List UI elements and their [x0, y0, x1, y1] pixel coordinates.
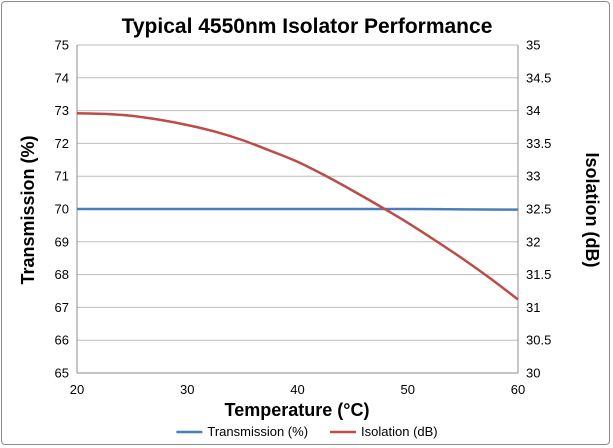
legend-label-transmission: Transmission (%)	[207, 424, 308, 439]
x-tick-label: 40	[290, 382, 304, 397]
y-left-tick-label: 66	[55, 333, 69, 348]
y-left-tick-label: 75	[55, 38, 69, 53]
y-right-tick-label: 32	[526, 234, 540, 249]
y-axis-left-title: Transmission (%)	[18, 135, 38, 284]
y-axis-right-title: Isolation (dB)	[582, 153, 602, 268]
y-right-tick-label: 32.5	[526, 202, 551, 217]
y-right-tick-label: 31.5	[526, 267, 551, 282]
y-left-tick-label: 65	[55, 366, 69, 381]
x-tick-label: 60	[511, 382, 525, 397]
y-left-tick-label: 71	[55, 169, 69, 184]
x-tick-label: 50	[401, 382, 415, 397]
y-right-tick-label: 33	[526, 169, 540, 184]
tick-labels: 65 66 67 68 69 70 71 72 73 74 75 30 30.5 31 31.5 32 32.5…	[55, 38, 552, 398]
series	[76, 111, 519, 301]
y-left-tick-label: 72	[55, 136, 69, 151]
x-tick-label: 20	[70, 382, 84, 397]
x-tick-label: 30	[180, 382, 194, 397]
legend-label-isolation-db: Isolation (dB)	[361, 424, 438, 439]
y-right-tick-label: 30	[526, 366, 540, 381]
legend: Transmission (%) Isolation (dB)	[176, 424, 438, 439]
y-left-tick-label: 70	[55, 202, 69, 217]
y-left-tick-label: 67	[55, 300, 69, 315]
series-line-isolation-db	[76, 111, 519, 301]
x-axis-title: Temperature (°C)	[225, 400, 370, 420]
series-line-transmission	[77, 207, 519, 211]
y-right-tick-label: 34	[526, 103, 540, 118]
y-left-tick-label: 69	[55, 234, 69, 249]
y-right-tick-label: 30.5	[526, 333, 551, 348]
y-right-tick-label: 33.5	[526, 136, 551, 151]
y-left-tick-label: 73	[55, 103, 69, 118]
y-left-tick-label: 68	[55, 267, 69, 282]
y-right-tick-label: 34.5	[526, 70, 551, 85]
y-right-tick-label: 35	[526, 38, 540, 53]
chart-title: Typical 4550nm Isolator Performance	[122, 15, 493, 38]
y-right-tick-label: 31	[526, 300, 540, 315]
y-left-tick-label: 74	[55, 70, 69, 85]
